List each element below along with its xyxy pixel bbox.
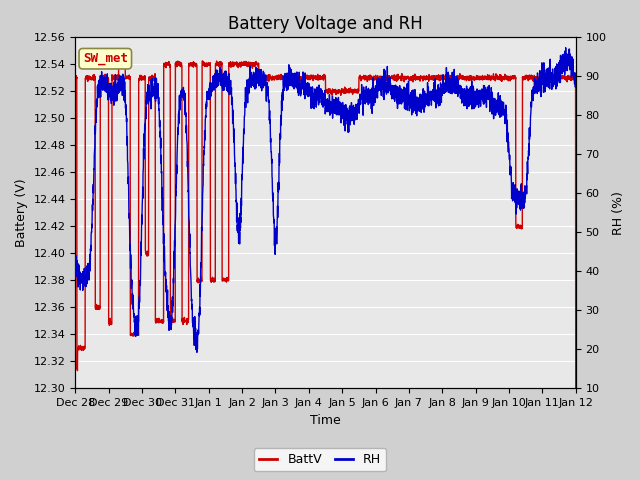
Text: SW_met: SW_met xyxy=(83,52,128,65)
Y-axis label: RH (%): RH (%) xyxy=(612,191,625,235)
Legend: BattV, RH: BattV, RH xyxy=(253,448,387,471)
X-axis label: Time: Time xyxy=(310,414,341,427)
Y-axis label: Battery (V): Battery (V) xyxy=(15,179,28,247)
Title: Battery Voltage and RH: Battery Voltage and RH xyxy=(228,15,423,33)
